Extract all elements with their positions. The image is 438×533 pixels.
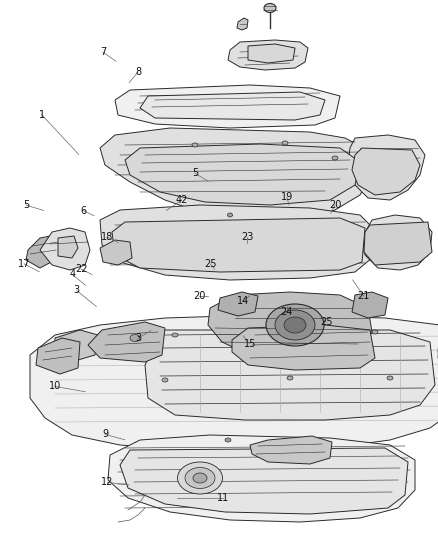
Text: 11: 11 — [217, 494, 230, 503]
Text: 3: 3 — [74, 286, 80, 295]
Text: 4: 4 — [69, 270, 75, 279]
Ellipse shape — [387, 376, 393, 380]
Text: 25: 25 — [320, 318, 332, 327]
Polygon shape — [140, 92, 325, 120]
Ellipse shape — [266, 304, 324, 346]
Polygon shape — [208, 292, 372, 360]
Polygon shape — [36, 338, 80, 374]
Polygon shape — [232, 325, 375, 370]
Ellipse shape — [192, 143, 198, 147]
Text: 5: 5 — [23, 200, 29, 210]
Text: 1: 1 — [39, 110, 45, 119]
Text: 14: 14 — [237, 296, 249, 306]
Ellipse shape — [264, 4, 276, 12]
Polygon shape — [112, 218, 365, 272]
Text: 6: 6 — [80, 206, 86, 215]
Polygon shape — [237, 18, 248, 30]
Polygon shape — [248, 44, 295, 63]
Text: 18: 18 — [101, 232, 113, 242]
Polygon shape — [58, 236, 78, 258]
Ellipse shape — [177, 462, 223, 494]
Polygon shape — [145, 330, 435, 420]
Ellipse shape — [162, 378, 168, 382]
Text: 8: 8 — [135, 67, 141, 77]
Text: 17: 17 — [18, 259, 30, 269]
Ellipse shape — [372, 330, 378, 334]
Polygon shape — [218, 292, 258, 316]
Ellipse shape — [287, 376, 293, 380]
Text: 21: 21 — [357, 291, 370, 301]
Polygon shape — [100, 128, 372, 220]
Text: 9: 9 — [102, 430, 108, 439]
Polygon shape — [100, 205, 375, 280]
Polygon shape — [100, 240, 132, 265]
Polygon shape — [364, 222, 432, 265]
Ellipse shape — [332, 156, 338, 160]
Polygon shape — [26, 235, 60, 268]
Ellipse shape — [227, 213, 233, 217]
Text: 42: 42 — [176, 195, 188, 205]
Ellipse shape — [282, 141, 288, 145]
Text: 20: 20 — [329, 200, 341, 210]
Ellipse shape — [284, 317, 306, 333]
Text: 22: 22 — [75, 264, 87, 274]
Polygon shape — [250, 436, 332, 464]
Polygon shape — [348, 135, 425, 200]
Text: 5: 5 — [192, 168, 198, 178]
Text: 7: 7 — [100, 47, 106, 57]
Ellipse shape — [275, 310, 315, 340]
Polygon shape — [108, 435, 415, 522]
Text: 23: 23 — [241, 232, 254, 242]
Polygon shape — [40, 228, 90, 270]
Polygon shape — [362, 215, 432, 270]
Text: 19: 19 — [281, 192, 293, 202]
Ellipse shape — [172, 333, 178, 337]
Polygon shape — [30, 315, 438, 452]
Text: 24: 24 — [281, 307, 293, 317]
Polygon shape — [88, 322, 165, 362]
Text: 10: 10 — [49, 382, 61, 391]
Text: 20: 20 — [193, 291, 205, 301]
Text: 12: 12 — [101, 478, 113, 487]
Polygon shape — [228, 40, 308, 70]
Polygon shape — [120, 448, 408, 514]
Text: 15: 15 — [244, 339, 256, 349]
Text: 25: 25 — [204, 259, 216, 269]
Ellipse shape — [130, 335, 140, 342]
Polygon shape — [125, 144, 360, 205]
Ellipse shape — [193, 473, 207, 483]
Polygon shape — [352, 148, 420, 195]
Polygon shape — [115, 85, 340, 128]
Ellipse shape — [282, 330, 288, 334]
Ellipse shape — [225, 438, 231, 442]
Polygon shape — [55, 330, 98, 360]
Ellipse shape — [185, 467, 215, 489]
Polygon shape — [352, 292, 388, 318]
Text: 3: 3 — [135, 334, 141, 343]
